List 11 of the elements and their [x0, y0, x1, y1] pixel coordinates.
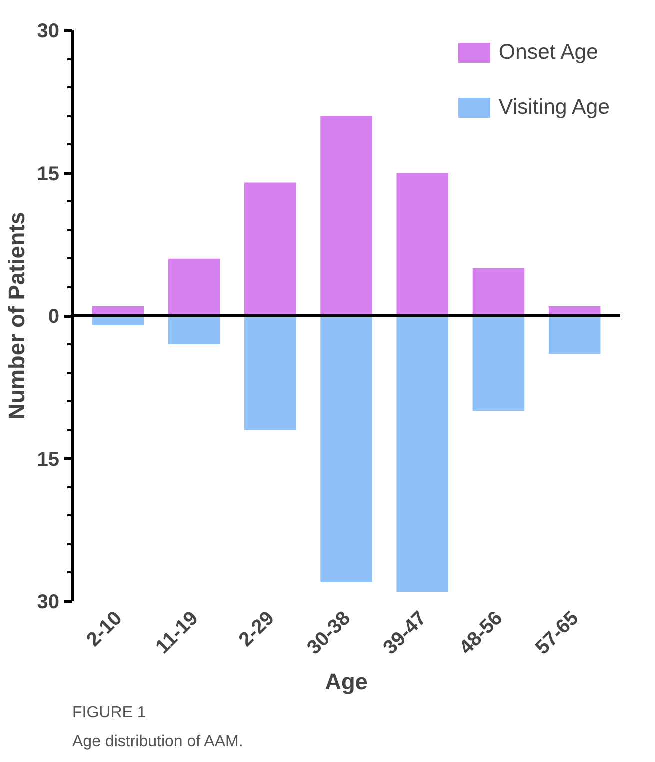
legend-label: Visiting Age [498, 95, 610, 120]
y-tick-label: 30 [37, 20, 60, 42]
legend-label: Onset Age [498, 40, 599, 65]
y-tick-label: 15 [37, 448, 60, 471]
y-tick-label: 30 [37, 592, 60, 614]
y-tick-label: 0 [48, 306, 60, 328]
y-axis-title: Number of Patients [3, 212, 30, 420]
x-axis-title: Age [325, 668, 368, 695]
y-tick-label: 15 [37, 163, 60, 186]
text: Age distribution of AAM. [72, 734, 244, 750]
caption: FIGURE 1 [72, 704, 146, 722]
